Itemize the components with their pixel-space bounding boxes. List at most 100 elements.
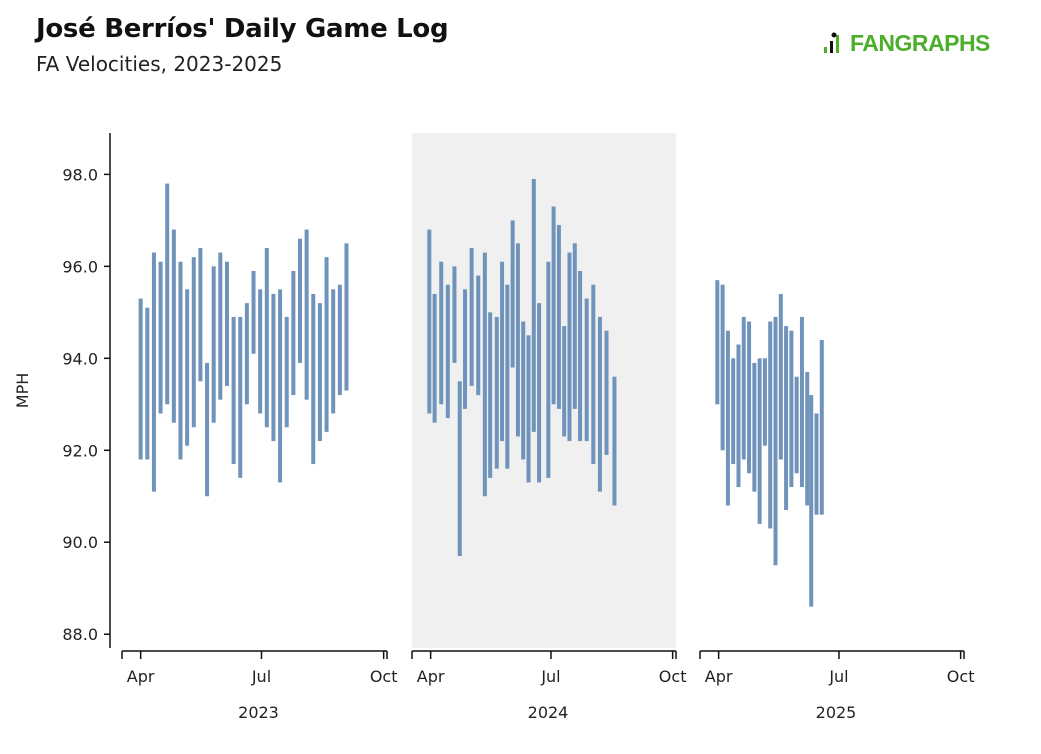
- y-axis-title: MPH: [13, 373, 32, 408]
- velocity-bar-2023: [291, 270, 296, 396]
- velocity-bar-2023: [278, 289, 283, 483]
- velocity-bar-2023: [311, 293, 316, 465]
- velocity-bar-2023: [304, 229, 309, 400]
- velocity-bar-2023: [178, 261, 183, 460]
- velocity-bar-2024: [591, 284, 596, 465]
- velocity-bar-2024: [572, 243, 577, 409]
- year-label-2023: 2023: [238, 703, 279, 722]
- velocity-bar-2025: [741, 316, 746, 460]
- x-tick-label-oct: Oct: [947, 667, 975, 686]
- velocity-bar-2025: [794, 376, 799, 474]
- velocity-bar-2025: [747, 321, 752, 474]
- velocity-bar-2025: [720, 284, 725, 451]
- x-tick-label-jul: Jul: [828, 667, 848, 686]
- velocity-bar-2023: [231, 316, 236, 465]
- velocity-bar-2024: [584, 298, 589, 442]
- chart-title: José Berríos' Daily Game Log: [36, 14, 449, 44]
- velocity-bar-2023: [251, 270, 256, 354]
- x-tick-label-oct: Oct: [370, 667, 398, 686]
- velocity-bar-2023: [344, 243, 349, 391]
- velocity-bar-2024: [494, 316, 499, 469]
- y-tick-label: 92.0: [62, 441, 98, 460]
- velocity-bar-2024: [476, 275, 481, 396]
- velocity-bar-2024: [452, 266, 457, 363]
- velocity-bar-2023: [258, 289, 263, 414]
- velocity-bar-2023: [205, 362, 210, 497]
- velocity-bar-2024: [482, 252, 487, 497]
- velocity-bar-2023: [185, 289, 190, 446]
- velocity-bar-2023: [191, 257, 196, 428]
- x-tick-label-apr: Apr: [705, 667, 733, 686]
- velocity-bar-2025: [773, 316, 778, 566]
- velocity-bar-2025: [784, 326, 789, 511]
- velocity-bar-2023: [211, 266, 216, 423]
- velocity-bar-2025: [762, 358, 767, 446]
- velocity-bar-2023: [151, 252, 156, 492]
- velocity-bar-2024: [521, 321, 526, 460]
- velocity-bar-2025: [768, 321, 773, 529]
- velocity-bar-2023: [171, 229, 176, 423]
- velocity-bar-2024: [578, 270, 583, 442]
- x-tick-label-apr: Apr: [417, 667, 445, 686]
- velocity-bar-2024: [500, 261, 505, 442]
- velocity-bar-2025: [725, 330, 730, 506]
- velocity-bar-2023: [218, 252, 223, 400]
- velocity-bar-2025: [809, 395, 814, 607]
- x-tick-label-jul: Jul: [251, 667, 271, 686]
- velocity-bar-2024: [445, 284, 450, 419]
- velocity-bar-2024: [537, 303, 542, 483]
- velocity-bar-2025: [805, 372, 810, 506]
- velocity-bar-2023: [165, 183, 170, 405]
- velocity-bar-2024: [510, 220, 515, 368]
- velocity-bar-2025: [752, 362, 757, 492]
- velocity-bar-2023: [238, 316, 243, 478]
- fangraphs-logo-text: FANGRAPHS: [850, 29, 990, 56]
- y-tick-label: 88.0: [62, 625, 98, 644]
- velocity-bar-2023: [244, 303, 249, 405]
- velocity-bar-2024: [469, 247, 474, 386]
- velocity-bar-2025: [814, 413, 819, 515]
- velocity-bar-2024: [457, 381, 462, 557]
- velocity-bar-2023: [317, 303, 322, 442]
- year-label-2025: 2025: [816, 703, 857, 722]
- velocity-bar-2024: [427, 229, 432, 414]
- velocity-bar-2023: [337, 284, 342, 396]
- velocity-bar-2023: [271, 293, 276, 442]
- y-tick-label: 94.0: [62, 349, 98, 368]
- y-tick-label: 96.0: [62, 257, 98, 276]
- velocity-bar-2024: [526, 335, 531, 483]
- fangraphs-logo: FANGRAPHS: [822, 30, 990, 56]
- velocity-bar-2024: [604, 330, 609, 455]
- velocity-bar-2023: [264, 247, 269, 428]
- velocity-bar-2025: [819, 339, 824, 515]
- velocity-bar-2024: [556, 224, 561, 409]
- velocity-bar-2024: [546, 261, 551, 478]
- velocity-bar-2025: [736, 344, 741, 488]
- velocity-bar-2024: [505, 284, 510, 469]
- y-tick-label: 98.0: [62, 165, 98, 184]
- x-tick-label-oct: Oct: [659, 667, 687, 686]
- velocity-bar-2025: [799, 316, 804, 488]
- velocity-bar-2023: [158, 261, 163, 414]
- chart-subtitle: FA Velocities, 2023-2025: [36, 52, 283, 76]
- velocity-bar-2023: [138, 298, 143, 460]
- velocity-bar-2024: [612, 376, 617, 506]
- fangraphs-runner-icon: [824, 32, 839, 53]
- velocity-bar-2023: [145, 307, 150, 460]
- velocity-bar-2025: [715, 280, 720, 405]
- velocity-bar-2024: [551, 206, 556, 405]
- velocity-bar-2024: [562, 326, 567, 437]
- velocity-bar-2023: [224, 261, 229, 386]
- velocity-bar-2025: [778, 293, 783, 460]
- velocity-bar-2024: [515, 243, 520, 437]
- x-tick-label-jul: Jul: [540, 667, 560, 686]
- highlight-panel-2024: [412, 133, 676, 648]
- velocity-bar-2025: [789, 330, 794, 488]
- velocity-bar-2025: [757, 358, 762, 524]
- x-tick-label-apr: Apr: [127, 667, 155, 686]
- year-label-2024: 2024: [528, 703, 569, 722]
- velocity-bar-2024: [432, 293, 437, 423]
- y-tick-label: 90.0: [62, 533, 98, 552]
- velocity-bar-2024: [531, 178, 536, 432]
- velocity-bar-2024: [488, 312, 493, 478]
